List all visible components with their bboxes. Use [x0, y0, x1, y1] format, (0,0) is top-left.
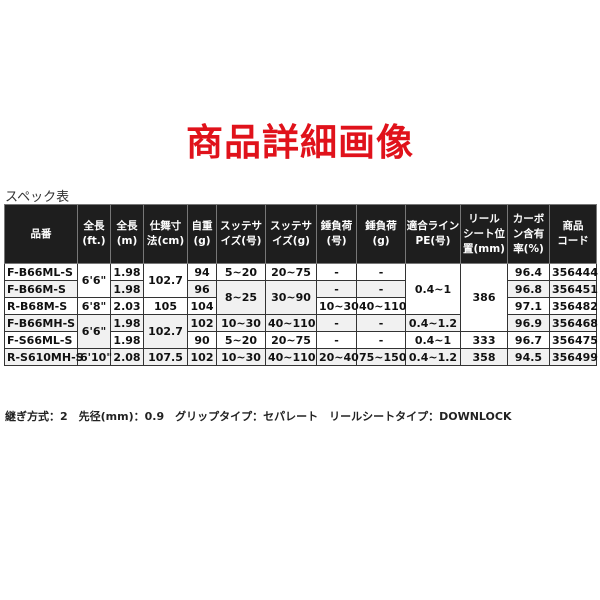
column-header: スッテサ イズ(g) — [265, 204, 317, 264]
table-cell: - — [316, 314, 357, 332]
column-header: カーボ ン含有 率(%) — [507, 204, 550, 264]
table-cell: 10~30 — [216, 348, 266, 366]
table-cell: 1.98 — [110, 280, 144, 298]
table-cell: 102 — [187, 348, 217, 366]
page-title: 商品詳細画像 — [186, 121, 414, 164]
table-cell: 356499 — [549, 348, 598, 366]
table-cell: - — [356, 263, 406, 281]
table-cell: 6'10" — [77, 348, 112, 366]
column-header: 錘負荷 (号) — [316, 204, 357, 264]
column-header: 品番 — [4, 204, 78, 264]
table-cell: 358 — [460, 348, 508, 366]
column-header: 全長 (ft.) — [77, 204, 111, 264]
table-cell: 0.4~1 — [405, 331, 461, 349]
table-cell: 6'6" — [77, 314, 111, 349]
column-header: 商品 コード — [549, 204, 597, 264]
model-number-cell: F-B66M-S — [4, 280, 78, 298]
column-header: 適合ライン PE(号) — [405, 204, 461, 264]
table-cell: - — [316, 263, 357, 281]
model-number-cell: F-B66MH-S — [4, 314, 78, 332]
table-cell: 2.08 — [110, 348, 144, 366]
model-number-cell: R-S610MH-S — [4, 348, 84, 366]
table-cell: 8~25 — [216, 280, 266, 315]
table-cell: - — [316, 331, 357, 349]
table-cell: 0.4~1.2 — [405, 314, 461, 332]
model-number-cell: F-B66ML-S — [4, 263, 78, 281]
table-cell: 96.8 — [507, 280, 550, 298]
table-cell: 20~40 — [316, 348, 359, 366]
table-cell: 102 — [187, 314, 217, 332]
table-row: F-B66ML-S 6'6" 1.98 102.7 94 5~20 20~75- -0.4~1… — [4, 263, 598, 332]
table-cell: 356444 — [549, 263, 598, 281]
spec-footer-note: 継ぎ方式：2 先径(mm)：0.9 グリップタイプ：セパレート リールシートタイ… — [5, 410, 512, 423]
spec-table-label: スペック表 — [5, 190, 70, 205]
table-cell: 94 — [187, 263, 217, 281]
model-number-cell: R-B68M-S — [4, 297, 78, 315]
table-row: R-S610MH-S 6'10" 2.08 107.5 102 10~30 40~110 20… — [4, 348, 598, 366]
table-cell: 6'6" — [77, 263, 111, 298]
table-cell: - — [356, 331, 406, 349]
table-cell: 96 — [187, 280, 217, 298]
table-cell: 105 — [143, 297, 188, 315]
table-cell: 6'8" — [77, 297, 111, 315]
table-cell: 386 — [460, 263, 508, 332]
model-number-cell: F-S66ML-S — [4, 331, 78, 349]
table-cell: 107.5 — [143, 348, 188, 366]
column-header: 自重 (g) — [187, 204, 217, 264]
table-cell: 1.98 — [110, 314, 144, 332]
table-cell: 20~75 — [265, 263, 317, 281]
table-cell: - — [316, 280, 357, 298]
table-cell: 1.98 — [110, 263, 144, 281]
table-cell: 356468 — [549, 314, 598, 332]
table-cell: 2.03 — [110, 297, 144, 315]
table-cell: 0.4~1 — [405, 263, 461, 315]
spec-table: 品番 全長 (ft.) 全長 (m) 仕舞寸 法(cm) 自重 (g) スッテサ イズ(号) スッテサ… — [4, 204, 598, 366]
table-cell: 40~110 — [356, 297, 407, 315]
column-header: 錘負荷 (g) — [356, 204, 406, 264]
table-cell: 90 — [187, 331, 217, 349]
column-header: スッテサ イズ(号) — [216, 204, 266, 264]
table-cell: 94.5 — [507, 348, 550, 366]
table-cell: - — [356, 280, 406, 298]
table-cell: 102.7 — [143, 263, 188, 298]
table-cell: 40~110 — [265, 314, 317, 332]
table-cell: 104 — [187, 297, 217, 315]
table-cell: 97.1 — [507, 297, 550, 315]
table-row: F-B66MH-S 6'6" 1.98 102.7 102 10~30 40~110- -0.… — [4, 314, 598, 349]
column-header: 全長 (m) — [110, 204, 144, 264]
table-cell: 5~20 — [216, 331, 266, 349]
table-cell: 20~75 — [265, 331, 317, 349]
table-cell: 333 — [460, 331, 508, 349]
table-cell: 96.9 — [507, 314, 550, 332]
column-header: 仕舞寸 法(cm) — [143, 204, 188, 264]
table-cell: 356482 — [549, 297, 598, 315]
table-cell: 5~20 — [216, 263, 266, 281]
table-cell: 0.4~1.2 — [405, 348, 461, 366]
table-cell: 10~30 — [316, 297, 359, 315]
table-cell: - — [356, 314, 406, 332]
table-cell: 40~110 — [265, 348, 317, 366]
table-cell: 356475 — [549, 331, 598, 349]
table-cell: 30~90 — [265, 280, 317, 315]
table-cell: 96.4 — [507, 263, 550, 281]
table-cell: 356451 — [549, 280, 598, 298]
table-cell: 1.98 — [110, 331, 144, 349]
table-row: F-S66ML-S 1.98 90 5~20 20~75- -0.4~1 333 96.7 35… — [4, 331, 598, 349]
table-header-row: 品番 全長 (ft.) 全長 (m) 仕舞寸 法(cm) 自重 (g) スッテサ イズ(号) スッテサ… — [4, 204, 597, 264]
table-cell: 96.7 — [507, 331, 550, 349]
column-header: リール シート位 置(mm) — [460, 204, 508, 264]
table-cell: 75~150 — [356, 348, 407, 366]
table-cell: 102.7 — [143, 314, 188, 349]
table-cell: 10~30 — [216, 314, 266, 332]
